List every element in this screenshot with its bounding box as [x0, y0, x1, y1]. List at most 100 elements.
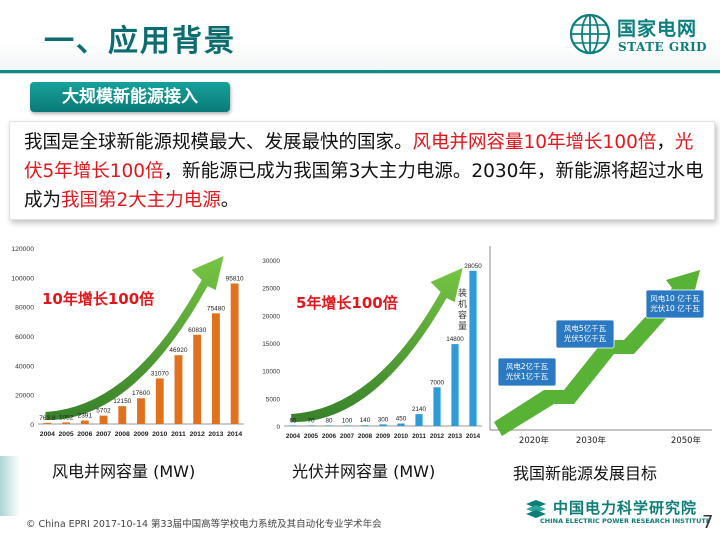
x-tick-label: 2012 — [430, 433, 445, 440]
goal-box — [555, 319, 615, 349]
bar-value-label: 31070 — [151, 370, 169, 377]
bar-value-label: 28050 — [464, 263, 482, 270]
bar-2012 — [193, 334, 202, 424]
bar-value-label: 5702 — [96, 408, 111, 415]
x-tick-label: 2005 — [304, 433, 319, 440]
y-tick-label: 40000 — [15, 363, 34, 370]
y-tick-label: 5000 — [266, 396, 281, 403]
slide-title: 一、应用背景 — [44, 24, 236, 59]
left-decoration — [0, 456, 20, 516]
x-tick-label: 2014 — [227, 431, 242, 438]
y-tick-label: 0 — [276, 424, 280, 431]
x-tick-label: 2007 — [96, 431, 111, 438]
bar-2009 — [137, 398, 145, 424]
intro-paragraph: 我国是全球新能源规模最大、发展最快的国家。风电并网容量10年增长100倍，光伏5… — [24, 128, 708, 215]
bar-value-label: 300 — [378, 416, 389, 423]
bar-value-label: 7000 — [430, 379, 445, 386]
bar-2005 — [62, 422, 71, 424]
bar-value-label: 1052 — [59, 414, 74, 421]
new-energy-goal-chart: 风电2亿千瓦 光伏1亿千瓦 2020年 风电5亿千瓦 光伏5亿千瓦 2030年 风电10 亿… — [486, 240, 716, 450]
x-tick-label: 2010 — [152, 431, 167, 438]
bar-value-label: 75480 — [207, 305, 225, 312]
goal-box-text: 光伏10 亿千瓦 — [650, 303, 700, 313]
bar-2014 — [469, 270, 477, 426]
header-band — [0, 0, 720, 70]
bar-2008 — [361, 425, 369, 426]
bar-value-label: 2140 — [412, 406, 427, 413]
logo-name-cn: 国家电网 — [617, 18, 698, 40]
solar-chart-caption: 光伏并网容量 (MW) — [292, 462, 436, 481]
bar-2009 — [379, 424, 387, 426]
bar-value-label: 450 — [396, 416, 407, 423]
bar-2012 — [433, 387, 441, 426]
y-tick-label: 80000 — [15, 305, 34, 312]
growth-step-arrow-icon — [494, 270, 700, 436]
goal-box — [497, 357, 557, 387]
y-tick-label: 60000 — [15, 334, 34, 341]
goal-year-label: 2050年 — [671, 435, 702, 446]
bar-2008 — [118, 406, 127, 424]
bar-value-label: 14800 — [446, 336, 464, 343]
org-name-en: CHINA ELECTRIC POWER RESEARCH INSTITUTE — [540, 517, 711, 525]
bar-value-label: 100 — [342, 417, 353, 424]
x-tick-label: 2004 — [286, 433, 301, 440]
state-grid-logo-icon — [569, 13, 611, 55]
bar-value-label: 95810 — [226, 275, 244, 282]
bar-2005 — [307, 425, 315, 426]
wind-capacity-chart: 0 20000 40000 60000 80000 100000 120000 763.8 20… — [4, 236, 250, 446]
goal-box — [645, 289, 705, 319]
x-tick-label: 2005 — [59, 431, 74, 438]
intro-text-4: 。 — [220, 190, 240, 211]
x-tick-label: 2014 — [466, 433, 481, 440]
growth-arrow-icon — [291, 268, 463, 423]
y-tick-label: 120000 — [11, 246, 34, 253]
bar-value-label: 763.8 — [39, 415, 56, 422]
intro-highlight-second: 我国第2大主力电源 — [61, 190, 221, 211]
wind-chart-svg: 0 20000 40000 60000 80000 100000 120000 763.8 20… — [11, 246, 244, 438]
y-tick-label: 100000 — [11, 275, 34, 282]
logo-name-en: STATE GRID — [618, 40, 708, 54]
goal-year-label: 2030年 — [576, 435, 607, 446]
x-tick-label: 2010 — [394, 433, 409, 440]
bar-value-label: 12150 — [113, 398, 131, 405]
y-tick-label: 0 — [30, 422, 34, 429]
goal-chart-caption: 我国新能源发展目标 — [513, 464, 658, 483]
x-tick-label: 2008 — [115, 431, 130, 438]
goal-year-label: 2020年 — [519, 435, 550, 446]
growth-arrow-icon — [45, 256, 224, 421]
y-tick-label: 15000 — [262, 341, 280, 348]
x-tick-label: 2006 — [77, 431, 92, 438]
solar-capacity-chart: 0 5000 10000 15000 20000 25000 30000 65 2004 70 20… — [252, 248, 492, 446]
goal-box-text: 风电10 亿千瓦 — [650, 293, 700, 303]
bar-value-label: 17600 — [132, 390, 150, 397]
x-tick-label: 2006 — [322, 433, 337, 440]
bar-2014 — [230, 283, 239, 424]
intro-text-2: ， — [656, 132, 675, 153]
bar-value-label: 46920 — [169, 347, 187, 354]
intro-text-3: ，新能源已成为我国第3大主力电源。2030年，新能源将超过水电成为 — [24, 161, 704, 211]
bar-2011 — [174, 355, 183, 424]
bar-value-label: 140 — [360, 417, 371, 424]
x-tick-label: 2009 — [133, 431, 148, 438]
y-tick-label: 20000 — [15, 393, 34, 400]
x-tick-label: 2007 — [340, 433, 355, 440]
growth-annotation: 10年增长100倍 — [42, 290, 154, 308]
intro-highlight-wind: 风电并网容量10年增长100倍 — [412, 132, 657, 153]
x-tick-label: 2008 — [358, 433, 373, 440]
bar-2013 — [211, 313, 220, 424]
x-tick-label: 2004 — [40, 431, 55, 438]
bar-value-label: 2391 — [78, 412, 93, 419]
header-divider-thin — [0, 73, 720, 74]
y-tick-label: 20000 — [262, 313, 280, 320]
bar-2010 — [397, 423, 405, 426]
x-tick-label: 2012 — [190, 431, 205, 438]
goal-box-text: 风电5亿千瓦 — [564, 323, 607, 333]
bar-2006 — [325, 425, 333, 426]
org-name-cn: 中国电力科学研究院 — [553, 499, 698, 517]
wind-chart-caption: 风电并网容量 (MW) — [52, 462, 196, 481]
bar-2013 — [451, 344, 459, 426]
